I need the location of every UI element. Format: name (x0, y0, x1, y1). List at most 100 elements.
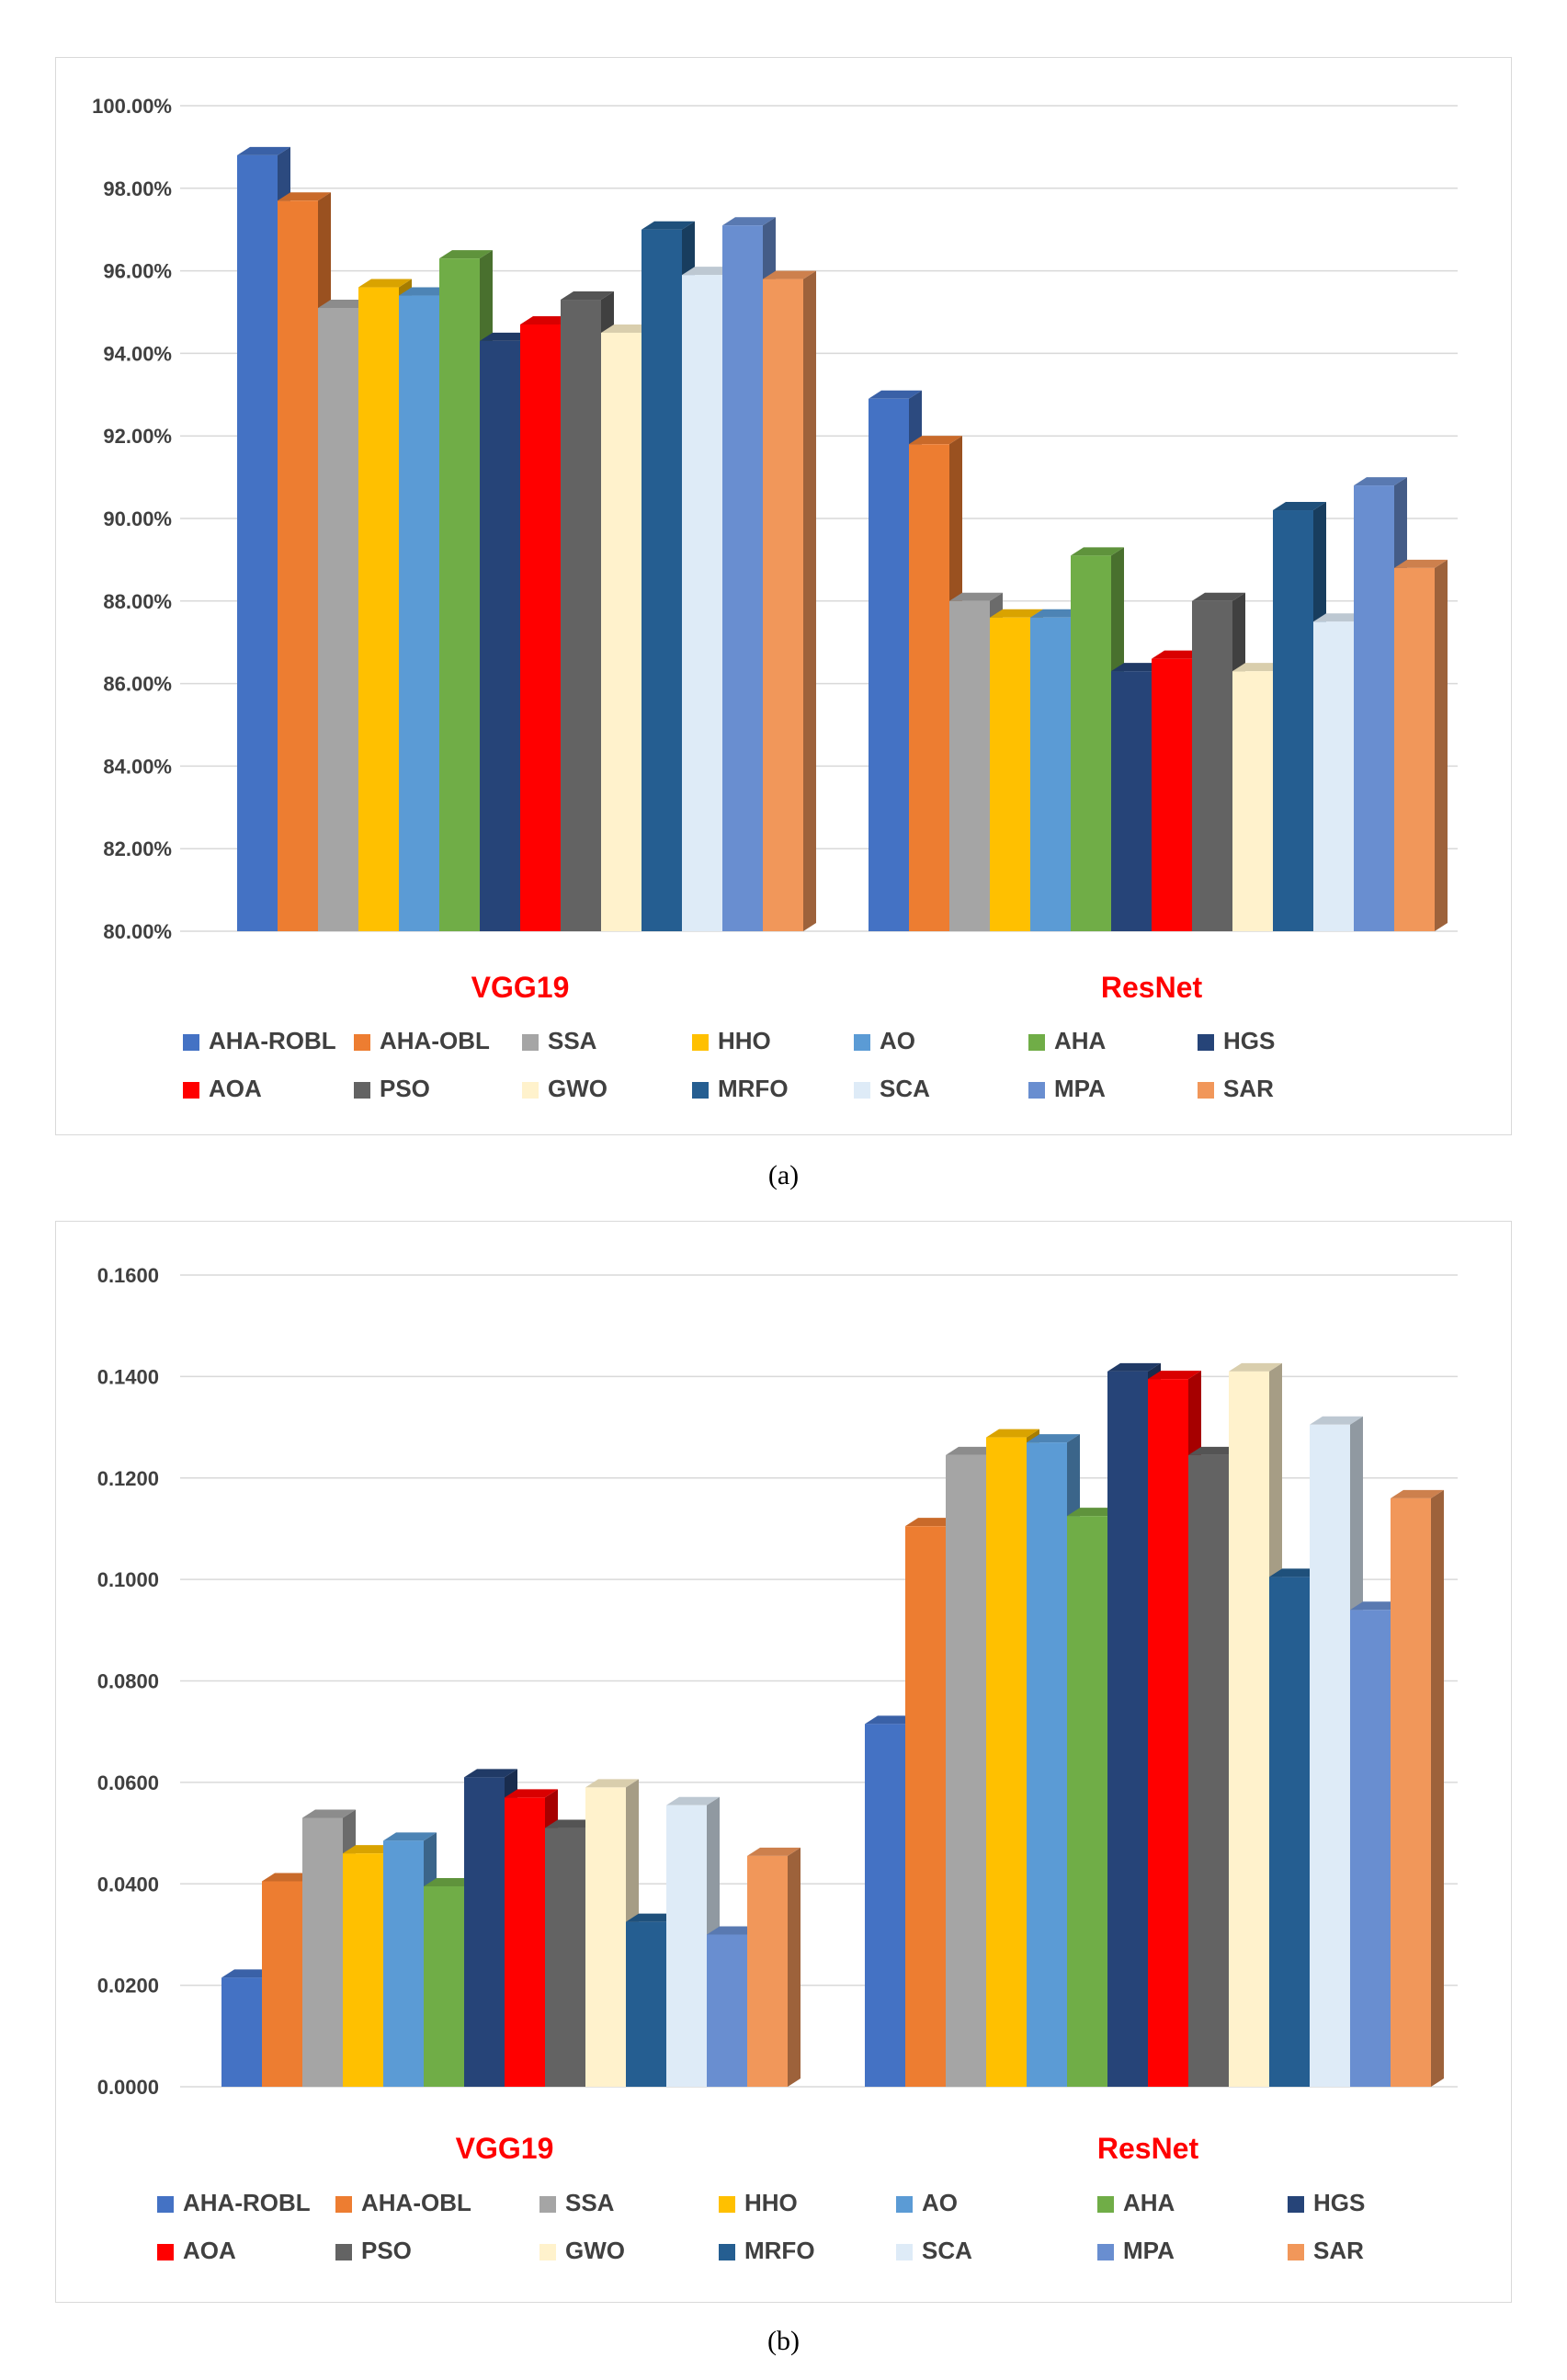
legend-item-aha: AHA (1097, 2189, 1175, 2216)
bar-top (1152, 650, 1205, 659)
bar-front (399, 295, 439, 931)
bar-top (424, 1878, 477, 1887)
bar-front (1148, 1379, 1188, 2087)
bar-top (1350, 1601, 1403, 1611)
y-tick-label: 94.00% (103, 342, 172, 365)
bar-top (666, 1796, 720, 1805)
legend-label: SCA (922, 2237, 972, 2264)
legend-item-pso: PSO (354, 1075, 430, 1102)
legend-swatch (157, 2196, 174, 2213)
y-tick-label: 90.00% (103, 507, 172, 530)
bar-front (666, 1805, 707, 2087)
bar-top (1354, 477, 1407, 486)
bar-front (561, 300, 601, 931)
bar-top (561, 291, 614, 301)
legend-label: HGS (1313, 2189, 1365, 2216)
bar-top (990, 609, 1043, 618)
legend-item-aoa: AOA (157, 2237, 236, 2264)
legend-swatch (1097, 2244, 1114, 2260)
bar-front (946, 1454, 986, 2087)
bar-front (505, 1797, 545, 2087)
bar-top (505, 1789, 558, 1798)
legend-swatch (692, 1082, 709, 1099)
bar-front (439, 258, 480, 931)
bar-front (1229, 1371, 1269, 2087)
bar-resnet-sar (1391, 1489, 1444, 2087)
bar-vgg19-sar (763, 270, 816, 931)
chart-panel-b: 0.0000 0.0200 0.0400 0.0600 0.0800 0.1000 0.12… (55, 1221, 1512, 2303)
y-tick-label: 0.0200 (97, 1975, 159, 1998)
bar-top (1269, 1568, 1323, 1577)
bar-top (865, 1715, 918, 1725)
legend-item-sar: SAR (1288, 2237, 1364, 2264)
bar-top (318, 300, 371, 309)
legend-swatch (335, 2196, 352, 2213)
bar-front (1269, 1577, 1310, 2087)
bar-side (788, 1847, 801, 2087)
bar-top (747, 1847, 801, 1856)
bar-front (585, 1787, 626, 2087)
bar-top (1310, 1416, 1363, 1425)
bar-front (1232, 671, 1273, 931)
bar-top (1027, 1434, 1080, 1443)
bar-front (480, 340, 520, 931)
bar-vgg19-sar (747, 1847, 801, 2087)
legend-item-ssa: SSA (522, 1027, 597, 1054)
bar-top (682, 267, 735, 276)
bar-front (1188, 1454, 1229, 2087)
bar-top (1071, 547, 1124, 556)
bar-front (1350, 1610, 1391, 2087)
bar-side (803, 270, 816, 931)
y-tick-label: 100.00% (92, 95, 172, 118)
bar-top (343, 1845, 396, 1854)
bar-top (1313, 613, 1367, 622)
legend-label: MRFO (718, 1075, 789, 1102)
legend-label: AHA (1054, 1027, 1107, 1054)
legend-item-sca: SCA (854, 1075, 930, 1102)
bar-top (1111, 663, 1164, 672)
legend-label: HHO (718, 1027, 771, 1054)
legend-label: PSO (361, 2237, 412, 2264)
bar-front (682, 275, 722, 932)
bar-front (1192, 600, 1232, 931)
bar-top (905, 1518, 959, 1527)
bar-top (601, 324, 654, 333)
bar-resnet-sar (1394, 559, 1448, 931)
bar-front (358, 287, 399, 931)
bar-front (1354, 485, 1394, 931)
legend-label: AHA (1123, 2189, 1175, 2216)
legend-label: AHA-ROBL (209, 1027, 336, 1054)
y-tick-label: 96.00% (103, 260, 172, 283)
legend-label: SAR (1223, 1075, 1274, 1102)
legend-swatch (354, 1082, 370, 1099)
y-tick-label: 0.0600 (97, 1771, 159, 1794)
legend-item-mpa: MPA (1028, 1075, 1106, 1102)
legend-label: MRFO (744, 2237, 815, 2264)
bar-top (986, 1429, 1039, 1438)
legend-label: SSA (565, 2189, 615, 2216)
legend-item-mrfo: MRFO (719, 2237, 815, 2264)
bar-front (1313, 621, 1354, 931)
bar-front (302, 1817, 343, 2087)
legend-item-aoa: AOA (183, 1075, 262, 1102)
legend-label: SCA (880, 1075, 930, 1102)
legend-swatch (854, 1082, 870, 1099)
legend-swatch (354, 1034, 370, 1051)
bar-top (1188, 1446, 1242, 1455)
bar-front (221, 1977, 262, 2087)
caption-b: (b) (767, 2326, 800, 2356)
legend-label: PSO (380, 1075, 430, 1102)
bar-top (520, 315, 573, 325)
legend-item-hgs: HGS (1288, 2189, 1365, 2216)
y-tick-label: 80.00% (103, 920, 172, 943)
bar-top (221, 1969, 275, 1978)
bar-front (520, 324, 561, 932)
bar-top (585, 1779, 639, 1788)
bar-top (1067, 1508, 1120, 1517)
bar-front (1394, 567, 1435, 931)
group-label-vgg19: VGG19 (471, 971, 570, 1004)
bar-top (439, 250, 493, 259)
group-label-resnet: ResNet (1101, 971, 1203, 1004)
bar-top (1229, 1362, 1282, 1372)
legend-item-gwo: GWO (539, 2237, 625, 2264)
